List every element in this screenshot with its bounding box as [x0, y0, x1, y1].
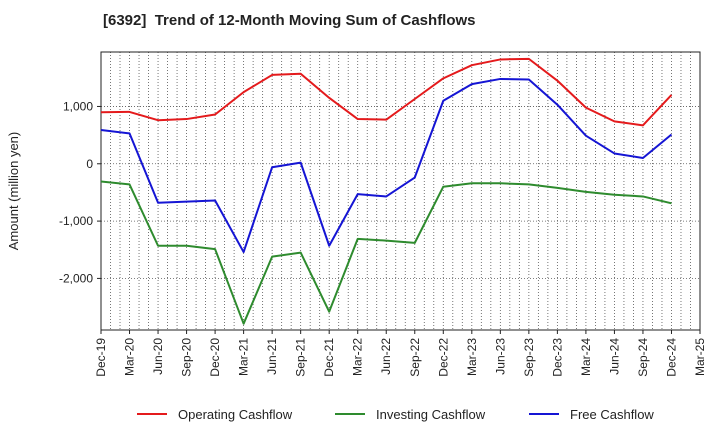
x-tick-label: Jun-24 [607, 338, 621, 375]
grid [100, 52, 701, 330]
y-tick-label: -1,000 [59, 214, 93, 228]
x-tick-label: Dec-23 [550, 338, 564, 377]
x-tick-label: Jun-23 [493, 338, 507, 375]
x-tick-label: Sep-21 [294, 338, 308, 377]
free-cashflow-legend-label: Free Cashflow [570, 407, 654, 422]
investing-cashflow-line [100, 180, 672, 325]
operating-cashflow-legend-label: Operating Cashflow [178, 407, 293, 422]
x-tick-label: Dec-21 [322, 338, 336, 377]
plot-frame [100, 51, 701, 331]
x-tick-label: Jun-22 [379, 338, 393, 375]
x-tick-label: Mar-22 [351, 338, 365, 376]
x-tick-label: Sep-22 [408, 338, 422, 377]
x-tick-label: Mar-21 [237, 338, 251, 376]
y-axis: 1,000 0 -1,000 -2,000 [59, 99, 101, 285]
chart-title: [6392] Trend of 12-Month Moving Sum of C… [103, 12, 476, 29]
legend: Operating Cashflow Investing Cashflow Free… [137, 407, 654, 422]
x-tick-label: Sep-24 [636, 338, 650, 377]
x-tick-label: Dec-22 [436, 338, 450, 377]
operating-cashflow-line [100, 57, 673, 127]
x-tick-label: Jun-21 [265, 338, 279, 375]
x-tick-label: Mar-25 [693, 338, 707, 376]
x-tick-label: Mar-20 [123, 338, 137, 376]
x-tick-label: Dec-19 [94, 338, 108, 377]
x-tick-label: Dec-24 [664, 338, 678, 377]
x-tick-label: Dec-20 [208, 338, 222, 377]
y-tick-label: -2,000 [59, 271, 93, 285]
x-tick-label: Mar-24 [579, 338, 593, 376]
investing-cashflow-legend-label: Investing Cashflow [376, 407, 486, 422]
x-axis: Dec-19 Mar-20 Jun-20 Sep-20 Dec-20 Mar-21 Jun-… [94, 330, 707, 377]
x-tick-label: Sep-23 [522, 338, 536, 377]
y-tick-label: 1,000 [63, 99, 93, 113]
y-tick-label: 0 [86, 157, 93, 171]
y-axis-label: Amount (million yen) [6, 132, 21, 251]
free-cashflow-line [100, 77, 673, 254]
series-lines [100, 57, 673, 325]
x-tick-label: Sep-20 [180, 338, 194, 377]
x-tick-label: Mar-23 [465, 338, 479, 376]
x-tick-label: Jun-20 [151, 338, 165, 375]
